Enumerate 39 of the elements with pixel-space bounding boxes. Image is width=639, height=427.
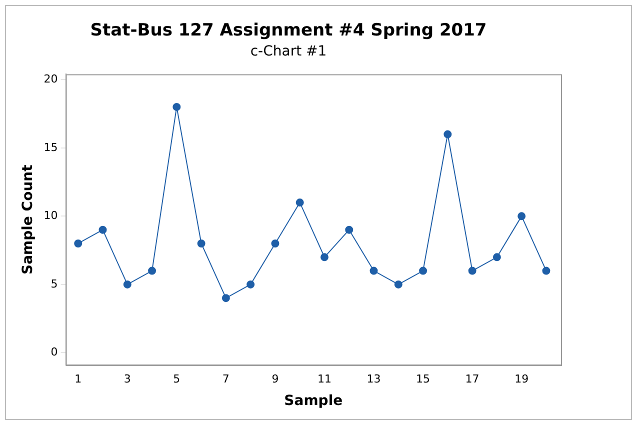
x-tick-label: 1 (74, 372, 82, 386)
x-axis-title: Sample (284, 393, 343, 410)
y-tick-label: 5 (50, 277, 58, 290)
chart-subtitle: c-Chart #1 (250, 43, 327, 60)
point (518, 212, 526, 220)
x-tick-label: 15 (416, 372, 430, 386)
point (172, 102, 181, 111)
point (468, 266, 476, 275)
x-tick-label: 9 (272, 372, 279, 386)
y-tick-label: 10 (44, 209, 58, 222)
point (98, 226, 107, 234)
x-tick-label: 19 (514, 372, 529, 386)
point (492, 253, 501, 262)
point (345, 226, 354, 234)
point (542, 266, 550, 275)
point (370, 266, 378, 275)
y-axis-title: Sample Count (20, 164, 36, 275)
point (271, 239, 280, 248)
point (444, 130, 452, 138)
y-tick-label: 20 (44, 72, 58, 86)
point (123, 280, 132, 288)
x-tick-label: 17 (465, 372, 480, 386)
point (197, 239, 206, 248)
point (296, 198, 304, 207)
x-tick-label: 11 (317, 372, 332, 386)
x-tick-label: 5 (173, 372, 180, 386)
point (246, 280, 255, 288)
x-tick-label: 7 (222, 372, 230, 386)
chart-title: Stat-Bus 127 Assignment #4 Spring 2017 (90, 20, 487, 41)
point (419, 266, 428, 275)
y-tick-label: 0 (50, 346, 58, 359)
point (74, 239, 82, 248)
point (222, 294, 230, 302)
point (148, 266, 156, 275)
y-tick-label: 15 (44, 140, 58, 154)
x-tick-label: 13 (366, 372, 381, 386)
point (394, 280, 402, 288)
point (320, 253, 328, 262)
x-tick-label: 3 (124, 372, 131, 386)
